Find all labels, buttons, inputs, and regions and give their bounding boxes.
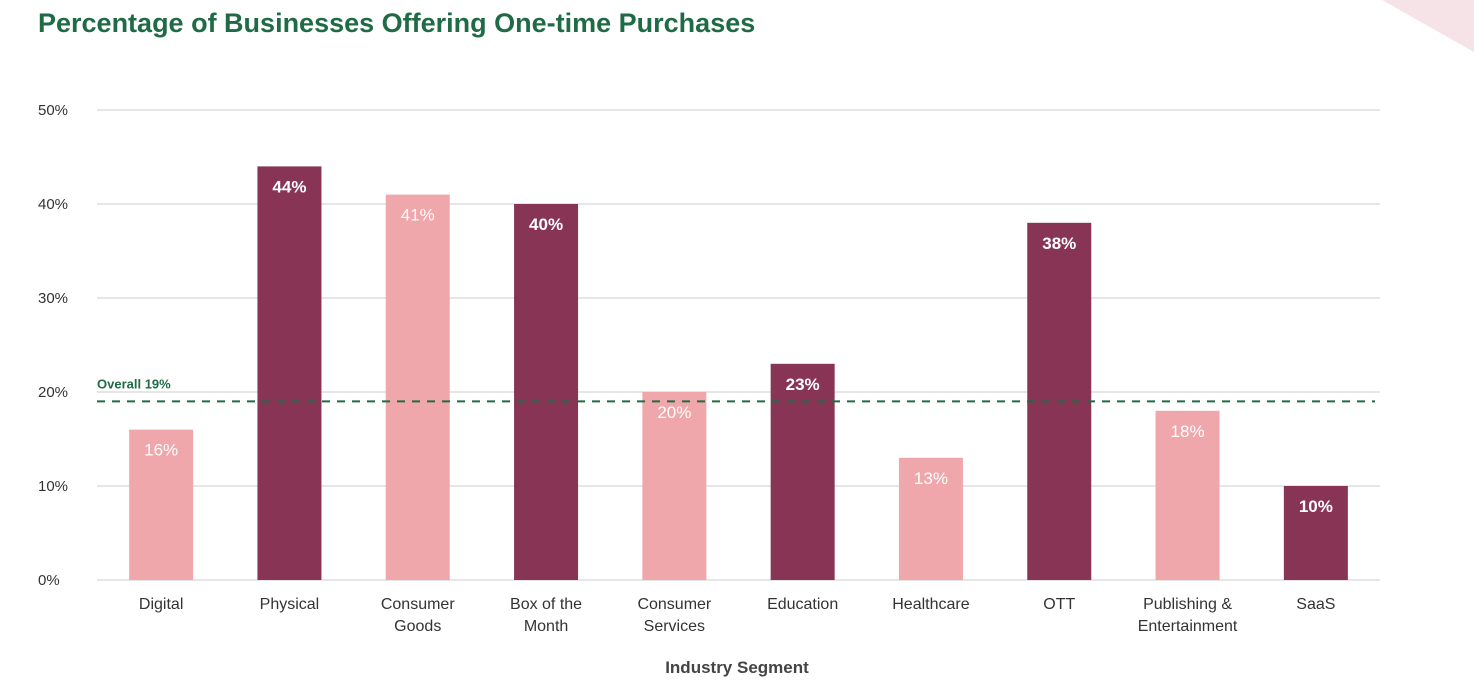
chart-title: Percentage of Businesses Offering One-ti… [38, 8, 756, 38]
x-tick-label: Publishing & [1143, 596, 1232, 613]
y-tick-label: 20% [38, 384, 68, 401]
bar-chart: 0% 10% 20% 30% 40% 50% 16% Digital 44% Physical 41… [38, 102, 1380, 635]
bar [385, 194, 450, 580]
bar [1155, 410, 1220, 580]
bar [257, 166, 322, 580]
x-tick-label: Consumer [637, 596, 711, 613]
y-tick-label: 40% [38, 196, 68, 213]
x-tick-label: Services [644, 618, 705, 635]
y-tick-label: 10% [38, 478, 68, 495]
x-tick-label: Physical [260, 596, 320, 613]
data-label: 20% [657, 403, 691, 422]
y-tick-label: 50% [38, 102, 68, 119]
x-tick-label: Goods [394, 618, 441, 635]
data-label: 44% [272, 177, 306, 196]
bar [770, 363, 835, 580]
data-label: 13% [914, 469, 948, 488]
data-label: 38% [1042, 234, 1076, 253]
bar [514, 204, 579, 580]
x-tick-label: OTT [1043, 596, 1075, 613]
bar [898, 457, 963, 580]
bar [642, 392, 707, 580]
y-tick-label: 0% [38, 572, 60, 589]
x-tick-label: Education [767, 596, 838, 613]
data-label: 23% [786, 375, 820, 394]
data-label: 40% [529, 215, 563, 234]
overall-reference-label: Overall 19% [97, 376, 171, 391]
x-tick-label: SaaS [1296, 596, 1335, 613]
x-tick-label: Healthcare [892, 596, 969, 613]
bar [1283, 486, 1348, 580]
x-tick-label: Digital [139, 596, 183, 613]
data-label: 16% [144, 441, 178, 460]
y-tick-label: 30% [38, 290, 68, 307]
bar [129, 429, 194, 580]
x-tick-label: Consumer [381, 596, 455, 613]
x-tick-label: Month [524, 618, 568, 635]
corner-decoration [1382, 0, 1474, 52]
data-label: 18% [1171, 422, 1205, 441]
data-label: 10% [1299, 497, 1333, 516]
data-label: 41% [401, 206, 435, 225]
x-tick-label: Box of the [510, 596, 582, 613]
x-axis-title: Industry Segment [665, 658, 809, 677]
x-tick-label: Entertainment [1138, 618, 1238, 635]
